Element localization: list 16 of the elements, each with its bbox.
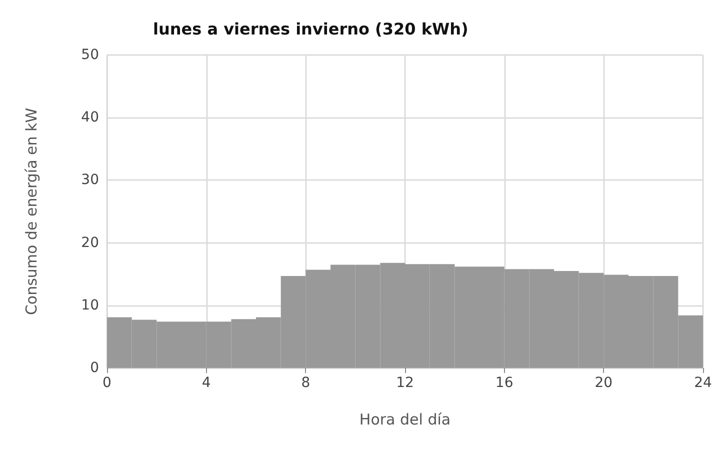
y-tick-label: 30 [81,172,99,188]
y-tick-label: 40 [81,110,99,126]
x-axis-title: Hora del día [359,410,451,428]
x-tick-label: 20 [594,375,613,391]
y-tick-label: 0 [90,360,99,376]
x-tick-label: 0 [102,375,112,391]
y-tick-label: 20 [81,234,99,251]
x-tick-label: 12 [396,375,414,391]
x-tick-label: 4 [202,375,211,391]
chart-title: lunes a viernes invierno (320 kWh) [153,20,468,38]
y-tick-label: 10 [81,297,99,314]
x-tick-label: 24 [694,375,712,391]
x-tick-label: 16 [495,375,514,391]
x-tick-label: 8 [301,375,310,391]
y-tick-label: 50 [81,47,99,63]
y-axis-title: Consumo de energía en kW [22,108,40,316]
